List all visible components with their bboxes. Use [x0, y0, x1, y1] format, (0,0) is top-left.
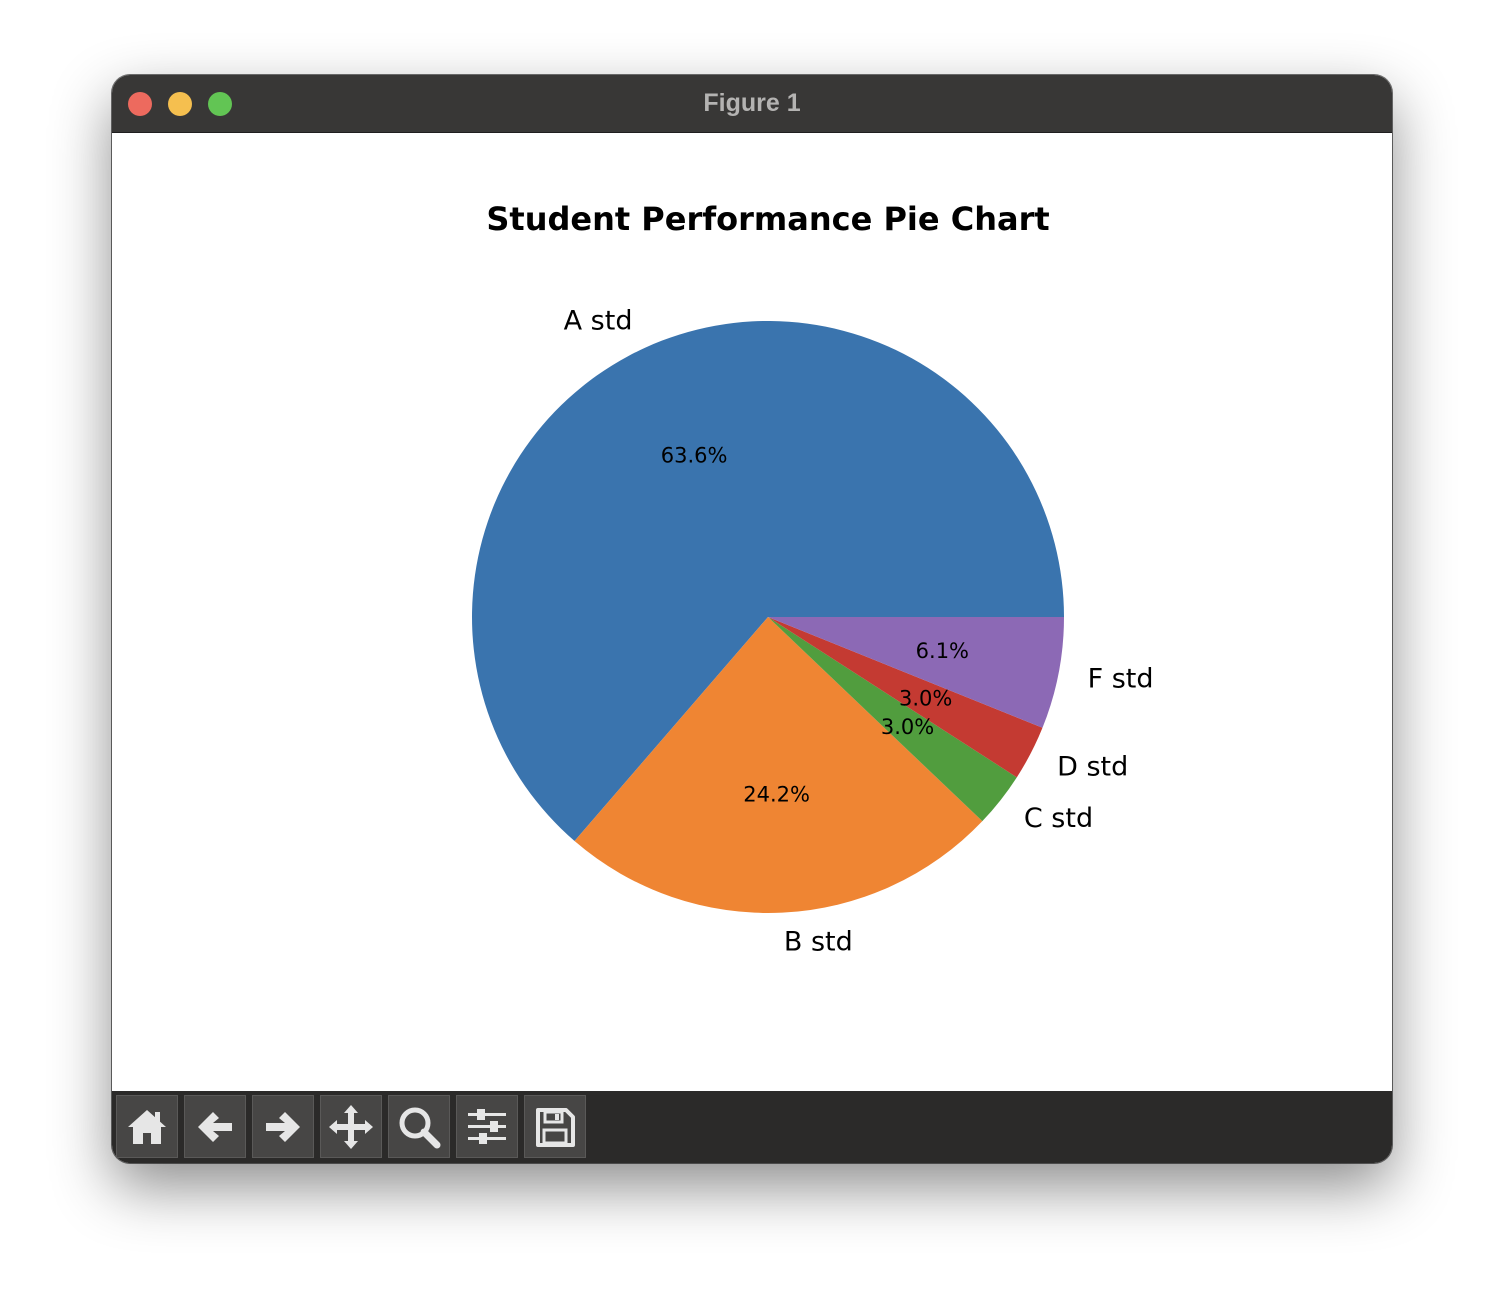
move-icon	[329, 1104, 373, 1149]
pan-button[interactable]	[320, 1095, 382, 1158]
percent-label: 3.0%	[881, 715, 934, 739]
percent-label: 3.0%	[899, 687, 952, 711]
slice-label: D std	[1057, 751, 1128, 782]
arrow-right-icon	[266, 1111, 300, 1142]
figure-canvas: Student Performance Pie Chart A std 63.6%…	[112, 133, 1392, 1091]
slice-label: B std	[784, 927, 853, 958]
home-button[interactable]	[116, 1095, 178, 1158]
figure-window: Figure 1 Student Performance Pie Chart A…	[112, 75, 1392, 1163]
percent-label: 63.6%	[661, 444, 728, 468]
window-title: Figure 1	[703, 89, 801, 117]
chart-title: Student Performance Pie Chart	[486, 200, 1049, 238]
slice-label: F std	[1088, 664, 1154, 695]
slice-label: C std	[1024, 803, 1093, 834]
magnifier-icon	[399, 1107, 441, 1148]
pie-slice-b-std	[574, 617, 983, 914]
floppy-disk-icon	[536, 1107, 575, 1147]
pie-slice-c-std	[768, 617, 1017, 822]
close-window-button[interactable]	[128, 92, 152, 116]
sliders-icon	[468, 1108, 506, 1144]
pie-chart: Student Performance Pie Chart A std 63.6%…	[472, 200, 1154, 958]
pie-slice-d-std	[768, 617, 1043, 778]
pie-slice-a-std	[472, 321, 1065, 842]
percent-label: 6.1%	[916, 639, 969, 663]
arrow-left-icon	[198, 1111, 232, 1142]
zoom-button[interactable]	[388, 1095, 450, 1158]
configure-subplots-button[interactable]	[456, 1095, 518, 1158]
home-icon	[128, 1109, 166, 1144]
back-button[interactable]	[184, 1095, 246, 1158]
navigation-toolbar	[112, 1091, 1392, 1163]
title-bar: Figure 1	[112, 75, 1392, 133]
slice-label: A std	[564, 305, 633, 336]
save-button[interactable]	[524, 1095, 586, 1158]
minimize-window-button[interactable]	[168, 92, 192, 116]
pie-slice-f-std	[768, 617, 1064, 728]
forward-button[interactable]	[252, 1095, 314, 1158]
percent-label: 24.2%	[743, 782, 810, 806]
maximize-window-button[interactable]	[208, 92, 232, 116]
